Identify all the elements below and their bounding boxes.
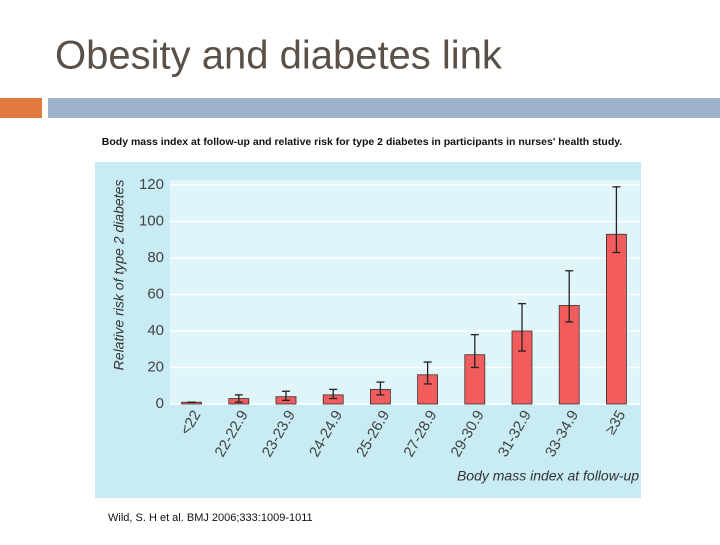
caption: Body mass index at follow-up and relativ… [102,136,623,148]
x-axis-label: Body mass index at follow-up [457,468,639,484]
y-tick-label: 120 [139,176,164,193]
y-tick-label: 100 [139,212,164,229]
y-tick-label: 60 [147,285,164,302]
y-tick-label: 0 [156,395,164,412]
y-axis-label: Relative risk of type 2 diabetes [111,180,127,371]
accent-square [0,98,42,118]
slide-title: Obesity and diabetes link [55,34,503,78]
y-tick-label: 80 [147,249,164,266]
y-tick-label: 20 [147,358,164,375]
citation: Wild, S. H et al. BMJ 2006;333:1009-1011 [108,512,313,524]
y-tick-label: 40 [147,322,164,339]
bar [606,233,627,405]
accent-bar [48,98,720,118]
